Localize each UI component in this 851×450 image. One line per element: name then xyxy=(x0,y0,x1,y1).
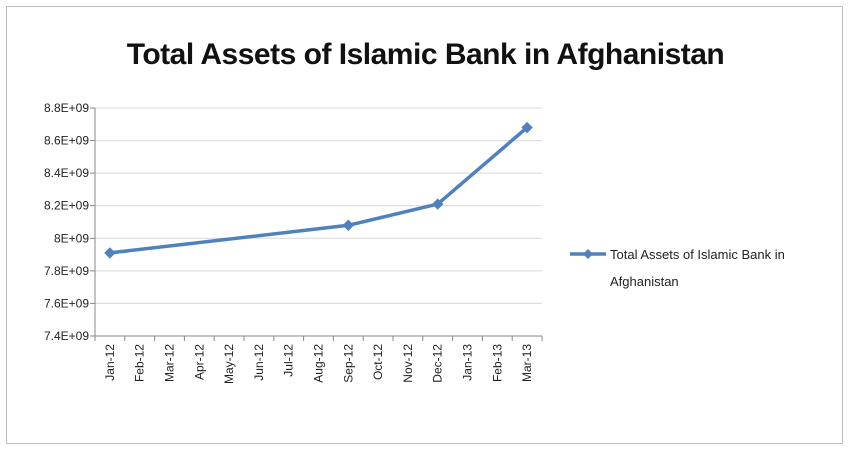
x-tick-label: Feb-12 xyxy=(133,344,147,382)
y-tick-label: 7.4E+09 xyxy=(44,329,89,343)
x-tick-label: Jul-12 xyxy=(282,344,296,377)
x-tick-label: Apr-12 xyxy=(192,344,206,380)
x-tick-label: May-12 xyxy=(222,344,236,384)
y-tick-label: 7.8E+09 xyxy=(44,264,89,278)
chart-frame xyxy=(6,6,843,444)
series-line xyxy=(109,126,529,255)
x-tick-label: Jun-12 xyxy=(252,344,266,381)
y-tick-label: 8.6E+09 xyxy=(44,134,89,148)
x-tick-label: Nov-12 xyxy=(401,344,415,383)
x-tick-label: Jan-13 xyxy=(461,344,475,381)
x-tick-label: Sep-12 xyxy=(341,344,355,383)
y-tick-label: 8.2E+09 xyxy=(44,199,89,213)
data-point xyxy=(431,198,444,210)
x-tick-label: Aug-12 xyxy=(312,344,326,383)
legend-label: Total Assets of Islamic Bank in xyxy=(610,247,785,262)
data-point xyxy=(342,219,355,231)
x-tick-label: Mar-12 xyxy=(163,344,177,382)
data-point xyxy=(521,121,533,134)
legend-marker xyxy=(583,249,593,259)
data-point xyxy=(104,247,116,259)
y-tick-label: 8.4E+09 xyxy=(44,166,89,180)
x-tick-label: Jan-12 xyxy=(103,344,117,381)
x-tick-label: Mar-13 xyxy=(520,344,534,382)
chart-title: Total Assets of Islamic Bank in Afghanis… xyxy=(126,38,725,71)
y-tick-label: 8E+09 xyxy=(54,231,89,245)
y-tick-label: 8.8E+09 xyxy=(44,101,89,115)
legend-label: Afghanistan xyxy=(610,274,679,289)
y-tick-label: 7.6E+09 xyxy=(44,296,89,310)
x-tick-label: Oct-12 xyxy=(371,344,385,380)
x-tick-label: Dec-12 xyxy=(431,344,445,383)
x-tick-label: Feb-13 xyxy=(490,344,504,382)
